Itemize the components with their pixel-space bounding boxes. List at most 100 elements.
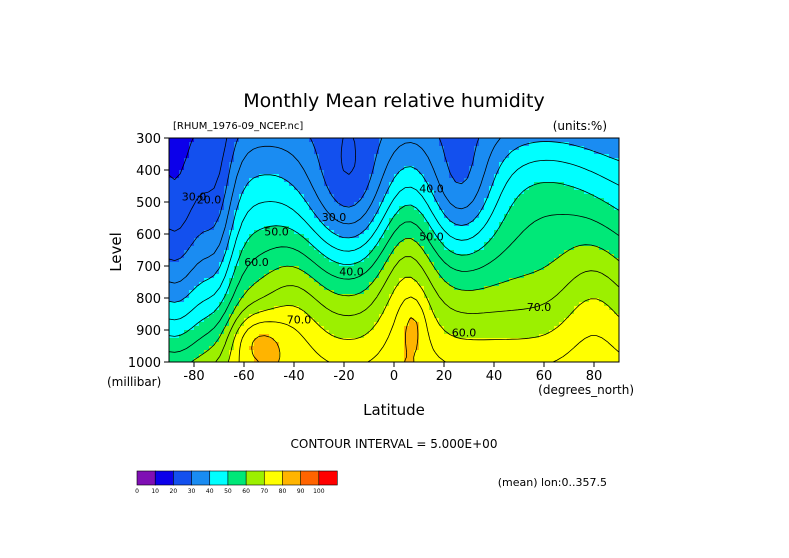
field-cell [359,278,365,283]
field-cell [189,270,195,275]
field-cell [449,206,455,211]
field-cell [224,282,230,287]
field-cell [594,246,600,251]
field-cell [184,170,190,175]
field-cell [554,170,560,175]
field-cell [584,186,590,191]
field-cell [364,334,370,339]
field-cell [474,302,480,307]
field-cell [409,198,415,203]
field-cell [489,154,495,159]
field-cell [504,286,510,291]
field-cell [269,358,275,362]
field-cell [264,290,270,295]
field-cell [374,186,380,191]
field-cell [449,198,455,203]
field-cell [484,254,490,259]
field-cell [549,218,555,223]
field-cell [434,186,440,191]
field-cell [604,170,610,175]
field-cell [554,270,560,275]
field-cell [434,266,440,271]
field-cell [514,314,520,319]
field-cell [404,262,410,267]
field-cell [259,238,265,243]
field-cell [424,206,430,211]
field-cell [524,194,530,199]
field-cell [239,198,245,203]
field-cell [259,330,265,335]
field-cell [229,150,235,155]
field-cell [379,206,385,211]
field-cell [374,334,380,339]
field-cell [389,174,395,179]
field-cell [569,218,575,223]
field-cell [439,230,445,235]
field-cell [534,142,540,147]
field-cell [449,274,455,279]
field-cell [504,250,510,255]
field-cell [279,142,285,147]
field-cell [539,194,545,199]
field-cell [229,182,235,187]
field-cell [469,154,475,159]
field-cell [244,138,250,143]
field-cell [379,190,385,195]
field-cell [549,254,555,259]
field-cell [459,278,465,283]
field-cell [254,186,260,191]
field-cell [214,342,220,347]
field-cell [289,358,295,362]
field-cell [599,334,605,339]
field-cell [534,230,540,235]
field-cell [329,158,335,163]
field-cell [209,318,215,323]
field-cell [434,158,440,163]
field-cell [374,230,380,235]
field-cell [214,294,220,299]
field-cell [354,278,360,283]
field-cell [414,294,420,299]
field-cell [349,282,355,287]
field-cell [589,154,595,159]
field-cell [534,262,540,267]
field-cell [349,182,355,187]
field-cell [349,250,355,255]
field-cell [439,242,445,247]
field-cell [309,214,315,219]
field-cell [524,310,530,315]
field-cell [279,182,285,187]
field-cell [529,214,535,219]
field-cell [564,354,570,359]
field-cell [359,306,365,311]
field-cell [484,314,490,319]
field-cell [599,322,605,327]
field-cell [314,162,320,167]
field-cell [434,238,440,243]
field-cell [529,246,535,251]
field-cell [534,322,540,327]
field-cell [424,318,430,323]
field-cell [419,202,425,207]
field-cell [339,190,345,195]
field-cell [229,290,235,295]
field-cell [559,338,565,343]
field-cell [239,146,245,151]
field-cell [244,294,250,299]
field-cell [319,166,325,171]
field-cell [469,350,475,355]
field-cell [274,286,280,291]
field-cell [359,274,365,279]
field-cell [304,222,310,227]
field-cell [589,246,595,251]
field-cell [594,226,600,231]
field-cell [369,190,375,195]
field-cell [569,282,575,287]
field-cell [309,310,315,315]
field-cell [349,254,355,259]
field-cell [249,338,255,343]
field-cell [169,170,175,175]
field-cell [379,334,385,339]
field-cell [609,170,615,175]
field-cell [594,302,600,307]
